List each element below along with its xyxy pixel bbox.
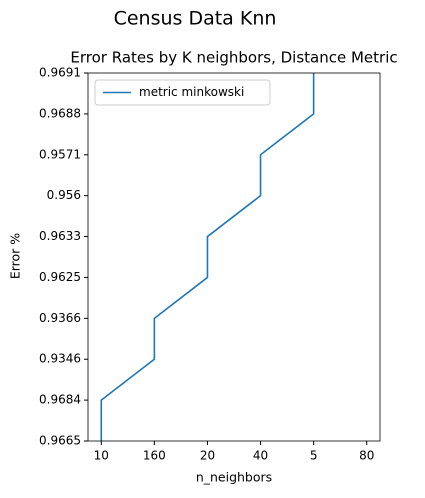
axes-frame <box>87 72 381 442</box>
legend-label: metric minkowski <box>139 85 244 99</box>
x-axis-label: n_neighbors <box>196 470 272 485</box>
y-tick-label: 0.9366 <box>39 311 81 325</box>
chart-title: Error Rates by K neighbors, Distance Met… <box>70 49 397 67</box>
y-tick-label: 0.9346 <box>39 352 81 366</box>
x-tick-label: 10 <box>94 449 109 463</box>
legend-box <box>94 79 271 106</box>
x-tick-label: 40 <box>253 449 268 463</box>
y-tick-label: 0.9684 <box>39 393 81 407</box>
x-tick-label: 5 <box>310 449 318 463</box>
y-tick-label: 0.9571 <box>39 147 81 161</box>
y-axis-label: Error % <box>8 233 23 279</box>
x-tick-label: 160 <box>143 449 166 463</box>
x-tick-label: 80 <box>359 449 374 463</box>
y-tick-label: 0.9633 <box>39 229 81 243</box>
y-tick-label: 0.9665 <box>39 434 81 448</box>
y-tick-label: 0.9688 <box>39 106 81 120</box>
suptitle: Census Data Knn <box>114 8 277 30</box>
y-tick-label: 0.9691 <box>39 66 81 80</box>
x-tick-label: 20 <box>200 449 215 463</box>
line-series <box>100 73 315 441</box>
y-tick-label: 0.956 <box>47 188 81 202</box>
y-tick-label: 0.9625 <box>39 270 81 284</box>
